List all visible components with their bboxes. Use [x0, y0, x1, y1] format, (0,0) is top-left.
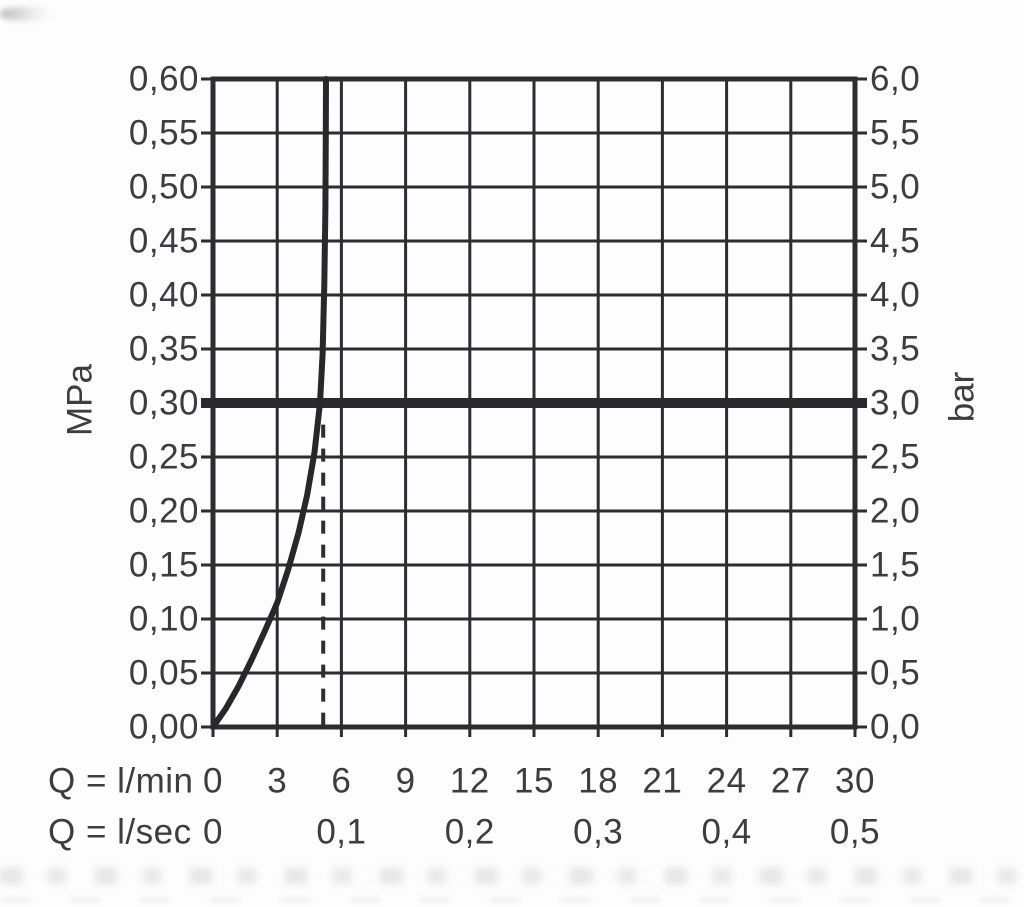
x-axis-lsec-tick-label: 0,3	[573, 812, 624, 852]
x-axis-lsec-tick-label: 0,5	[829, 812, 881, 852]
x-axis-lsec-tick-label: 0,1	[316, 812, 367, 852]
x-axis-lmin-tick-label: 3	[267, 761, 288, 801]
right-axis-tick-label: 1,5	[870, 545, 921, 585]
left-axis-tick-label: 0,50	[128, 167, 199, 207]
right-axis-tick-label: 4,5	[870, 221, 921, 261]
left-axis-tick-label: 0,45	[128, 221, 199, 261]
left-axis-tick-label: 0,15	[128, 545, 199, 585]
left-axis-tick-label: 0,40	[128, 275, 199, 315]
x-axis-lmin-tick-label: 6	[331, 761, 352, 801]
x-axis-lmin-tick-label: 24	[706, 761, 747, 801]
x-axis-lsec-tick-label: 0	[203, 812, 223, 852]
x-axis-row-label-lsec: Q = l/sec	[48, 812, 192, 852]
right-axis-tick-label: 5,5	[870, 113, 921, 153]
left-axis-tick-label: 0,10	[128, 599, 199, 639]
left-axis-tick-label: 0,30	[128, 383, 199, 423]
x-axis-lsec-tick-label: 0,2	[444, 812, 495, 852]
x-axis-lmin-tick-label: 0	[203, 761, 223, 801]
x-axis-lmin-tick-label: 27	[770, 761, 811, 801]
left-axis-tick-label: 0,25	[128, 437, 199, 477]
flow-pressure-curve	[210, 76, 329, 730]
left-axis-tick-label: 0,55	[128, 113, 199, 153]
left-axis-tick-label: 0,35	[128, 329, 199, 369]
x-axis-lmin-tick-label: 12	[449, 761, 490, 801]
right-axis-tick-label: 3,5	[870, 329, 921, 369]
x-axis-lmin-tick-label: 30	[835, 761, 875, 801]
x-axis-lmin-tick-label: 9	[395, 761, 416, 801]
x-axis-row-label-lmin: Q = l/min	[48, 761, 194, 801]
left-axis-tick-label: 0,05	[128, 653, 199, 693]
left-axis-tick-label: 0,60	[128, 59, 199, 99]
right-axis-unit-label: bar	[942, 371, 982, 423]
right-axis-tick-label: 3,0	[870, 383, 921, 423]
left-axis-unit-label: MPa	[60, 364, 100, 436]
left-axis-tick-label: 0,00	[128, 707, 199, 747]
right-axis-tick-label: 5,0	[870, 167, 921, 207]
x-axis-lmin-tick-label: 18	[578, 761, 619, 801]
right-axis-tick-label: 1,0	[870, 599, 921, 639]
right-axis-tick-label: 2,5	[870, 437, 921, 477]
x-axis-lsec-tick-label: 0,4	[701, 812, 752, 852]
right-axis-tick-label: 4,0	[870, 275, 921, 315]
right-axis-tick-label: 0,5	[870, 653, 921, 693]
right-axis-tick-label: 0,0	[870, 707, 921, 747]
x-axis-lmin-tick-label: 15	[514, 761, 554, 801]
x-axis-lmin-tick-label: 21	[642, 761, 683, 801]
right-axis-tick-label: 2,0	[870, 491, 921, 531]
left-axis-tick-label: 0,20	[128, 491, 199, 531]
right-axis-tick-label: 6,0	[870, 59, 921, 99]
